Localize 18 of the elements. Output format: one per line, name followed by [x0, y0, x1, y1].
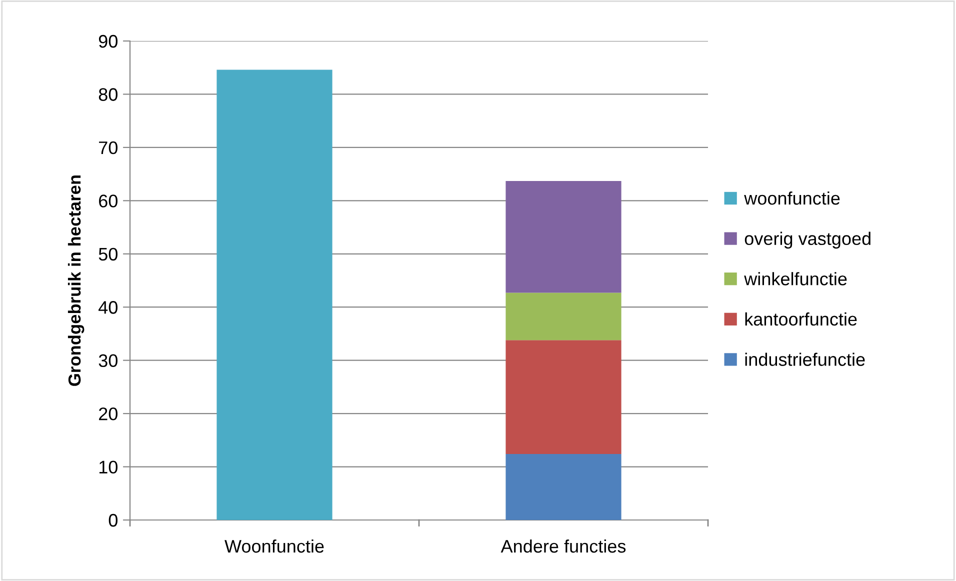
y-tick-label: 30: [98, 354, 118, 368]
y-tick-label: 0: [108, 514, 118, 527]
y-tick-label: 10: [99, 460, 118, 474]
x-tick-label: Andere functies: [500, 539, 626, 553]
legend-label: industriefunctie: [745, 352, 865, 366]
y-tick-label: 70: [99, 141, 118, 154]
y-tick-label: 90: [98, 34, 118, 48]
y-tick-label: 40: [98, 301, 118, 314]
y-tick-label: 20: [99, 407, 118, 420]
legend-label: woonfunctie: [744, 191, 840, 205]
x-tick-label: Woonfunctie: [224, 539, 324, 553]
y-tick-label: 50: [98, 248, 118, 261]
legend-label: overig vastgoed: [744, 232, 870, 249]
y-axis-title: Grondgebruik in hectaren: [68, 175, 84, 386]
legend-label: winkelfunctie: [744, 272, 847, 286]
legend-label: kantoorfunctie: [745, 312, 857, 326]
y-tick-label: 60: [99, 194, 118, 208]
y-tick-label: 80: [98, 88, 118, 101]
